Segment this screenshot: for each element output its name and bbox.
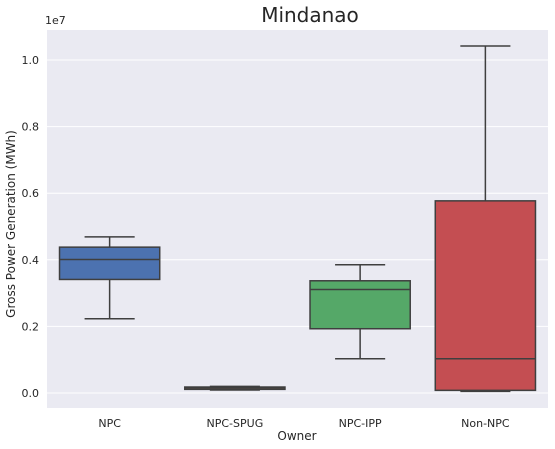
y-offset-label: 1e7 <box>45 14 66 27</box>
y-tick-label: 0.4 <box>22 254 40 267</box>
x-tick-label: Non-NPC <box>461 417 510 430</box>
x-axis-label: Owner <box>277 429 316 443</box>
y-tick-label: 0.6 <box>22 187 40 200</box>
y-axis-label: Gross Power Generation (MWh) <box>4 130 18 318</box>
y-tick-label: 0.2 <box>22 320 40 333</box>
x-tick-label: NPC-IPP <box>339 417 382 430</box>
y-tick-label: 1.0 <box>22 54 40 67</box>
iqr-box <box>60 247 160 279</box>
iqr-box <box>310 281 410 329</box>
x-tick-label: NPC <box>98 417 121 430</box>
chart-title: Mindanao <box>261 3 359 27</box>
y-tick-label: 0.0 <box>22 387 40 400</box>
iqr-box <box>435 201 535 390</box>
x-tick-label: NPC-SPUG <box>207 417 264 430</box>
box-npc-spug <box>185 386 285 390</box>
y-tick-label: 0.8 <box>22 121 40 134</box>
